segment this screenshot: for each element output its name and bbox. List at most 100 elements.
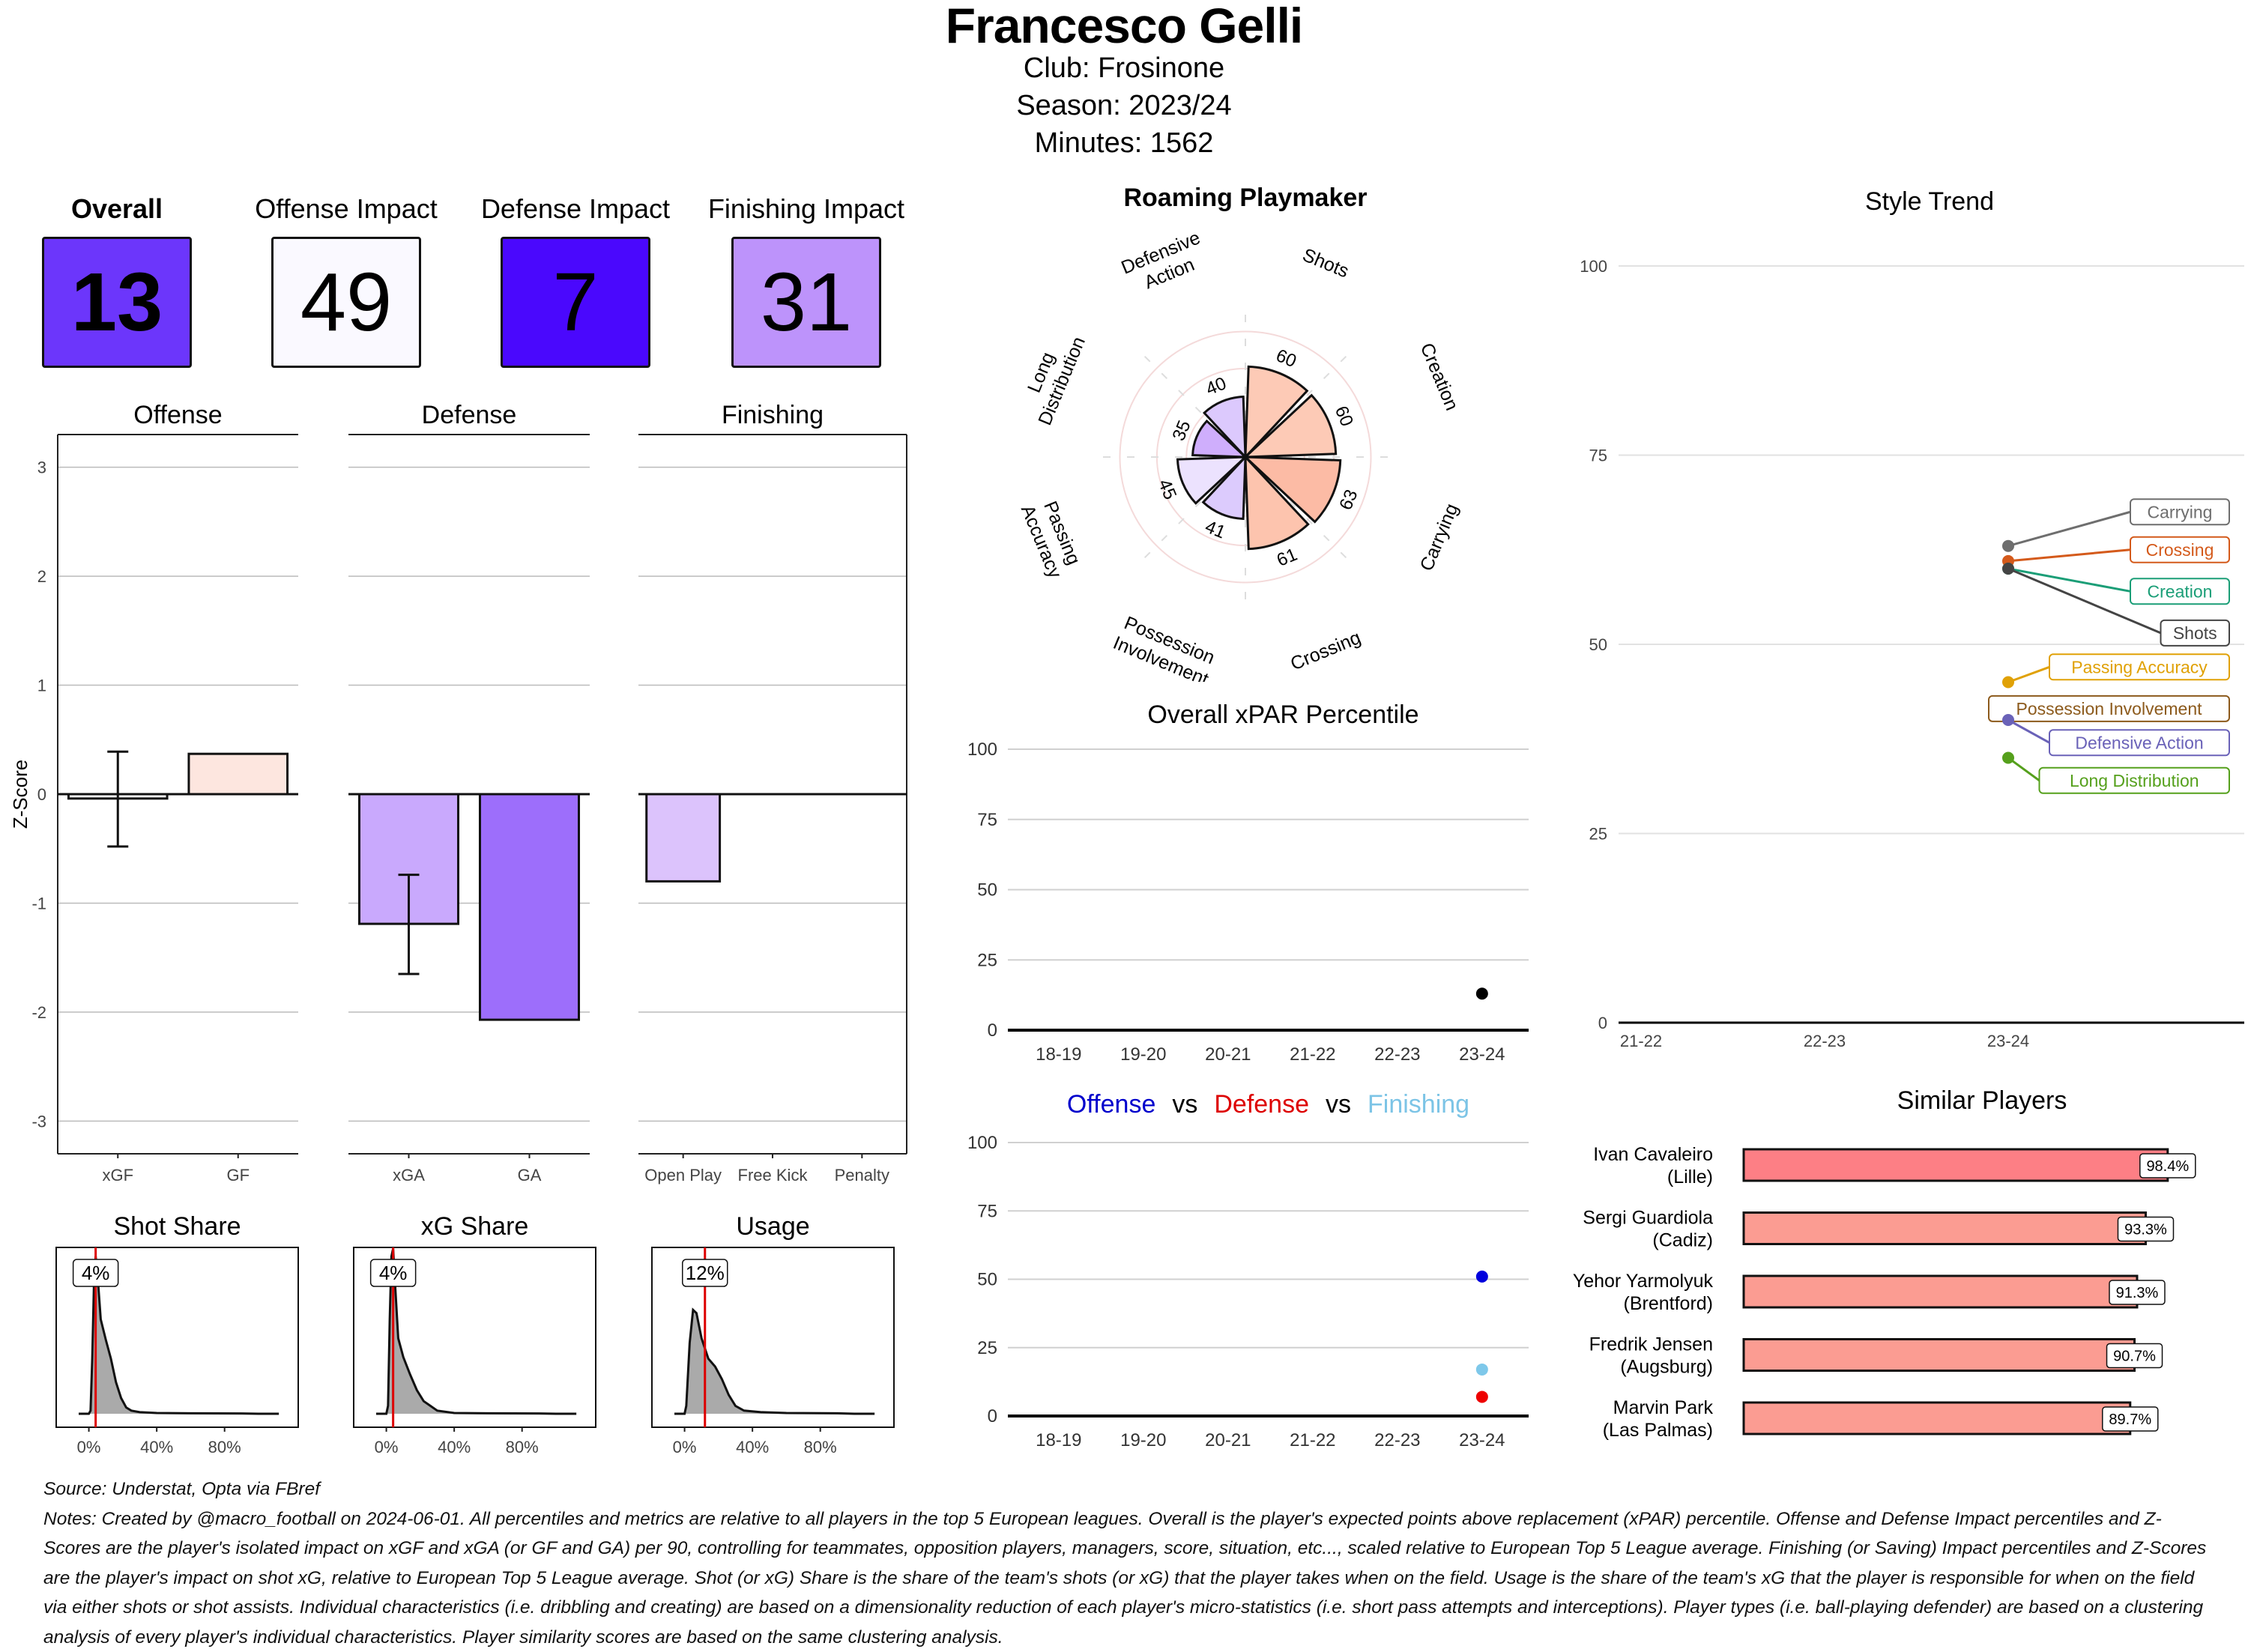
x-tick-label: 40% (438, 1438, 471, 1456)
panel-title: Defense (422, 401, 517, 429)
trend-label: Possession Involvement (2016, 699, 2202, 718)
polar-category-text: Carrying (1416, 500, 1463, 574)
similarity-bar (1744, 1403, 2130, 1434)
x-tick-label: xGA (393, 1166, 425, 1184)
similarity-label: 93.3% (2124, 1222, 2167, 1238)
club-label: Club: Frosinone (0, 52, 2248, 85)
bar-ga (480, 794, 578, 1020)
y-tick-label: 0 (988, 1020, 997, 1041)
trend-label: Shots (2173, 623, 2217, 643)
player-name: Sergi Guardiola (1583, 1208, 1713, 1229)
trend-connector (2008, 667, 2049, 682)
x-tick-label: 22-23 (1374, 1044, 1420, 1065)
x-tick-label: 0% (375, 1438, 399, 1456)
trend-point-passing-accuracy (2002, 677, 2014, 689)
y-tick-label: -1 (31, 894, 46, 913)
x-tick-label: 19-20 (1120, 1044, 1166, 1065)
similarity-label: 98.4% (2146, 1158, 2189, 1175)
x-tick-label: 23-24 (1459, 1430, 1505, 1450)
panel-title: Usage (736, 1212, 809, 1241)
trend-label: Passing Accuracy (2071, 657, 2208, 677)
y-tick-label: 50 (1589, 635, 1607, 654)
y-tick-label: 0 (1598, 1014, 1607, 1032)
player-club: (Brentford) (1624, 1293, 1713, 1314)
x-tick-label: 19-20 (1120, 1430, 1166, 1450)
title-part-3: vs (1326, 1090, 1351, 1119)
polar-category-text: Creation (1416, 340, 1463, 414)
trend-point-long-distribution (2002, 752, 2014, 764)
y-tick-label: -3 (31, 1112, 46, 1131)
chart-title: Overall xPAR Percentile (1147, 701, 1418, 729)
x-tick-label: 40% (736, 1438, 769, 1456)
polar-value-label: 45 (1154, 476, 1180, 503)
x-tick-label: 22-23 (1804, 1032, 1846, 1050)
trend-label: Creation (2148, 581, 2213, 601)
marker-label: 4% (379, 1262, 408, 1284)
defense-impact-card: 7 (501, 237, 650, 368)
x-tick-label: 22-23 (1374, 1430, 1420, 1450)
panel-title: xG Share (421, 1212, 529, 1241)
bar-open-play (647, 794, 720, 881)
title-part-4: Finishing (1368, 1090, 1469, 1119)
x-tick-label: 20-21 (1205, 1044, 1251, 1065)
trend-point-shots (2002, 563, 2014, 575)
panel-title: Finishing (722, 401, 824, 429)
y-tick-label: 100 (967, 1133, 997, 1153)
x-tick-label: 21-22 (1620, 1032, 1662, 1050)
polar-category-label: Shots (1299, 244, 1352, 282)
y-tick-label: 75 (1589, 447, 1607, 465)
x-tick-label: 18-19 (1036, 1430, 1081, 1450)
y-tick-label: 1 (37, 677, 46, 695)
similarity-label: 90.7% (2113, 1349, 2156, 1365)
polar-category-label: Crossing (1287, 627, 1364, 675)
season-label: Season: 2023/24 (0, 90, 2248, 122)
marker-label: 4% (82, 1262, 110, 1284)
x-tick-label: 0% (673, 1438, 697, 1456)
x-tick-label: 80% (804, 1438, 837, 1456)
overall-card-title: Overall (12, 193, 222, 225)
point-offense (1476, 1271, 1488, 1283)
trend-label: Long Distribution (2070, 771, 2199, 790)
polar-category-text: Crossing (1287, 627, 1364, 675)
polar-value-label: 60 (1273, 345, 1299, 372)
polar-value-label: 41 (1202, 516, 1228, 542)
y-tick-label: 25 (1589, 825, 1607, 844)
y-axis-label: Z-Score (9, 760, 31, 829)
minutes-label: Minutes: 1562 (0, 127, 2248, 160)
polar-value-label: 63 (1335, 487, 1362, 513)
y-tick-label: 25 (977, 950, 997, 970)
y-tick-label: 25 (977, 1338, 997, 1358)
x-tick-label: Free Kick (738, 1166, 809, 1184)
defense-impact-card-title: Defense Impact (471, 193, 680, 225)
x-tick-label: GA (518, 1166, 542, 1184)
trend-connector (2008, 512, 2130, 545)
y-tick-label: 75 (977, 1201, 997, 1221)
x-tick-label: Open Play (644, 1166, 722, 1184)
x-tick-label: 40% (140, 1438, 173, 1456)
x-tick-label: 21-22 (1290, 1044, 1335, 1065)
y-tick-label: 0 (37, 785, 46, 804)
polar-category-label: Creation (1416, 340, 1463, 414)
x-tick-label: 20-21 (1205, 1430, 1251, 1450)
bar-gf (189, 754, 288, 794)
y-tick-label: 75 (977, 810, 997, 830)
similarity-label: 91.3% (2116, 1285, 2159, 1301)
style-polar-chart: Roaming Playmaker60Shots60Creation63Carr… (1004, 172, 1484, 682)
x-tick-label: 80% (506, 1438, 539, 1456)
trend-connector (2008, 720, 2049, 742)
y-tick-label: 50 (977, 1270, 997, 1290)
title-part-0: Offense (1067, 1090, 1155, 1119)
player-name: Francesco Gelli (0, 0, 2248, 54)
polar-value-label: 61 (1274, 545, 1300, 571)
finishing-impact-card: 31 (731, 237, 881, 368)
polar-value-label: 35 (1168, 417, 1194, 444)
similarity-bar (1744, 1213, 2145, 1244)
chart-title: Similar Players (1897, 1086, 2067, 1115)
